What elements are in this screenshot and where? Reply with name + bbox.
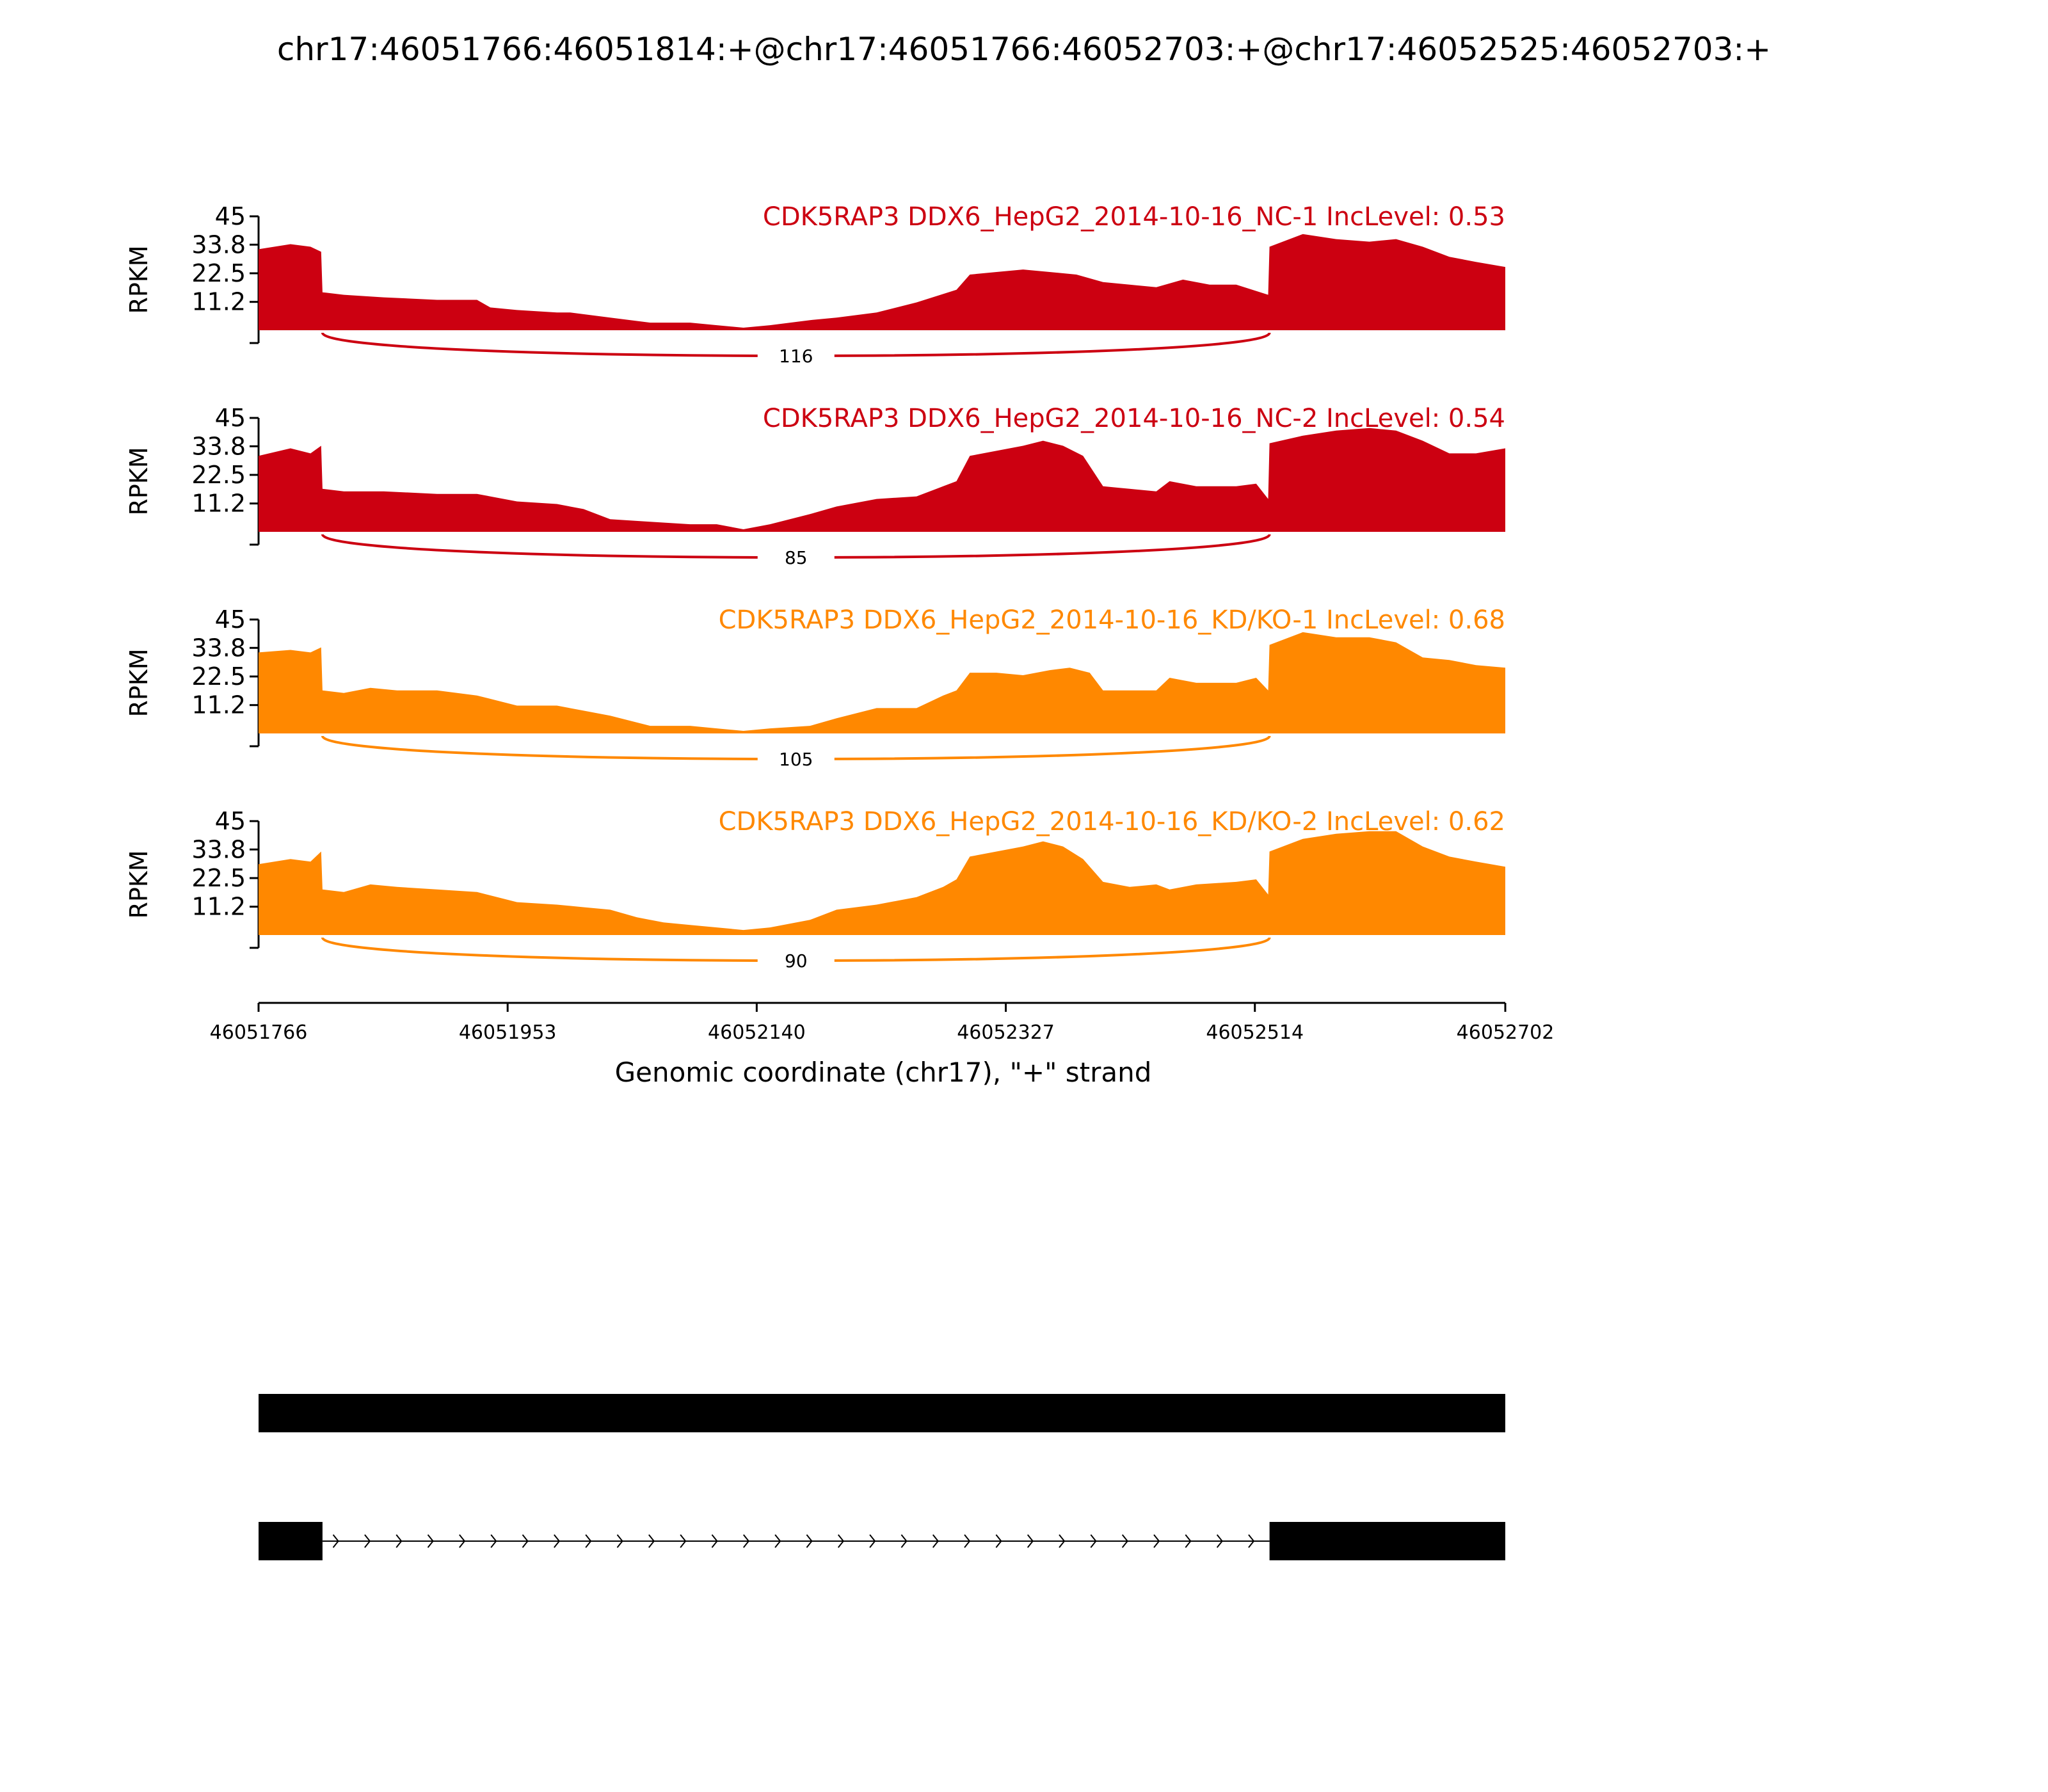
- strand-arrow: [995, 1534, 1002, 1548]
- track-label: CDK5RAP3 DDX6_HepG2_2014-10-16_KD/KO-2 I…: [719, 807, 1505, 836]
- y-tick-label: 11.2: [191, 691, 246, 719]
- y-axis-label: RPKM: [125, 648, 153, 717]
- strand-arrow: [1185, 1534, 1192, 1548]
- strand-arrow: [459, 1534, 466, 1548]
- transcript-2: [259, 1522, 1505, 1560]
- y-tick-label: 33.8: [191, 230, 246, 259]
- track-3: 11.222.533.845 RPKM CDK5RAP3 DDX6_HepG2_20…: [125, 605, 1505, 771]
- track-2: 11.222.533.845 RPKM CDK5RAP3 DDX6_HepG2_20…: [125, 404, 1505, 569]
- strand-arrow: [585, 1534, 592, 1548]
- junction-label-bg: [757, 745, 835, 771]
- exon-block: [259, 1522, 323, 1560]
- y-axis-label: RPKM: [125, 447, 153, 515]
- exon-block: [1269, 1522, 1505, 1560]
- x-tick-label: 46052514: [1206, 1021, 1304, 1044]
- junction-label-bg: [757, 947, 835, 972]
- y-tick-label: 22.5: [191, 461, 246, 489]
- x-tick-label: 46052702: [1457, 1021, 1555, 1044]
- track-label: CDK5RAP3 DDX6_HepG2_2014-10-16_KD/KO-1 I…: [719, 605, 1505, 635]
- coverage-area: [259, 234, 1505, 330]
- y-axis-label: RPKM: [125, 850, 153, 918]
- y-tick-label: 22.5: [191, 864, 246, 892]
- x-tick-label: 46051766: [210, 1021, 308, 1044]
- y-tick-label: 45: [215, 605, 246, 634]
- transcript-1: [259, 1394, 1505, 1432]
- junction-count: 105: [779, 749, 813, 770]
- junction-count: 85: [785, 547, 808, 568]
- junction-label-bg: [757, 342, 835, 367]
- strand-arrow: [900, 1534, 908, 1548]
- strand-arrow: [1248, 1534, 1255, 1548]
- strand-arrow: [490, 1534, 497, 1548]
- strand-arrow: [742, 1534, 750, 1548]
- y-tick-label: 11.2: [191, 288, 246, 316]
- junction-count: 116: [779, 346, 813, 367]
- strand-arrow: [616, 1534, 623, 1548]
- junction-count: 90: [785, 950, 808, 972]
- y-tick-label: 33.8: [191, 634, 246, 662]
- strand-arrow: [332, 1534, 339, 1548]
- coverage-area: [259, 428, 1505, 532]
- track-1: 11.222.533.845 RPKM CDK5RAP3 DDX6_HepG2_20…: [125, 202, 1505, 367]
- y-tick-label: 45: [215, 807, 246, 835]
- strand-arrow: [1216, 1534, 1223, 1548]
- y-tick-label: 22.5: [191, 259, 246, 287]
- y-tick-label: 45: [215, 202, 246, 230]
- strand-arrow: [837, 1534, 845, 1548]
- strand-arrow: [1090, 1534, 1097, 1548]
- y-tick-label: 33.8: [191, 432, 246, 460]
- strand-arrow: [1121, 1534, 1128, 1548]
- y-tick-label: 22.5: [191, 662, 246, 691]
- junction-label-bg: [757, 543, 835, 569]
- chart-title: chr17:46051766:46051814:+@chr17:46051766…: [277, 31, 1771, 68]
- x-axis-label: Genomic coordinate (chr17), "+" strand: [615, 1057, 1152, 1088]
- strand-arrow: [869, 1534, 876, 1548]
- track-4: 11.222.533.845 RPKM CDK5RAP3 DDX6_HepG2_20…: [125, 807, 1505, 972]
- strand-arrow: [554, 1534, 561, 1548]
- y-tick-label: 33.8: [191, 835, 246, 863]
- x-axis: 46051766 46051953 46052140 46052327 46052514…: [210, 1002, 1555, 1044]
- y-tick-label: 45: [215, 404, 246, 432]
- strand-arrow: [522, 1534, 529, 1548]
- x-tick-label: 46052327: [957, 1021, 1055, 1044]
- exon-block: [259, 1394, 1505, 1432]
- strand-arrow: [1059, 1534, 1066, 1548]
- strand-arrow: [680, 1534, 687, 1548]
- track-label: CDK5RAP3 DDX6_HepG2_2014-10-16_NC-2 IncL…: [763, 404, 1505, 433]
- strand-arrow: [1153, 1534, 1160, 1548]
- x-tick-label: 46051953: [459, 1021, 557, 1044]
- strand-arrow: [427, 1534, 434, 1548]
- gene-models: [259, 1394, 1505, 1560]
- x-tick-label: 46052140: [708, 1021, 806, 1044]
- y-tick-label: 11.2: [191, 490, 246, 518]
- strand-arrow: [1027, 1534, 1034, 1548]
- track-label: CDK5RAP3 DDX6_HepG2_2014-10-16_NC-1 IncL…: [763, 202, 1505, 232]
- y-axis-label: RPKM: [125, 245, 153, 314]
- strand-arrow: [396, 1534, 403, 1548]
- strand-arrow: [711, 1534, 718, 1548]
- strand-arrow: [806, 1534, 813, 1548]
- strand-arrow: [964, 1534, 971, 1548]
- strand-arrow: [364, 1534, 371, 1548]
- strand-arrow: [774, 1534, 781, 1548]
- strand-arrow: [648, 1534, 655, 1548]
- coverage-area: [259, 632, 1505, 733]
- y-tick-label: 11.2: [191, 893, 246, 921]
- strand-arrow: [932, 1534, 940, 1548]
- coverage-area: [259, 831, 1505, 935]
